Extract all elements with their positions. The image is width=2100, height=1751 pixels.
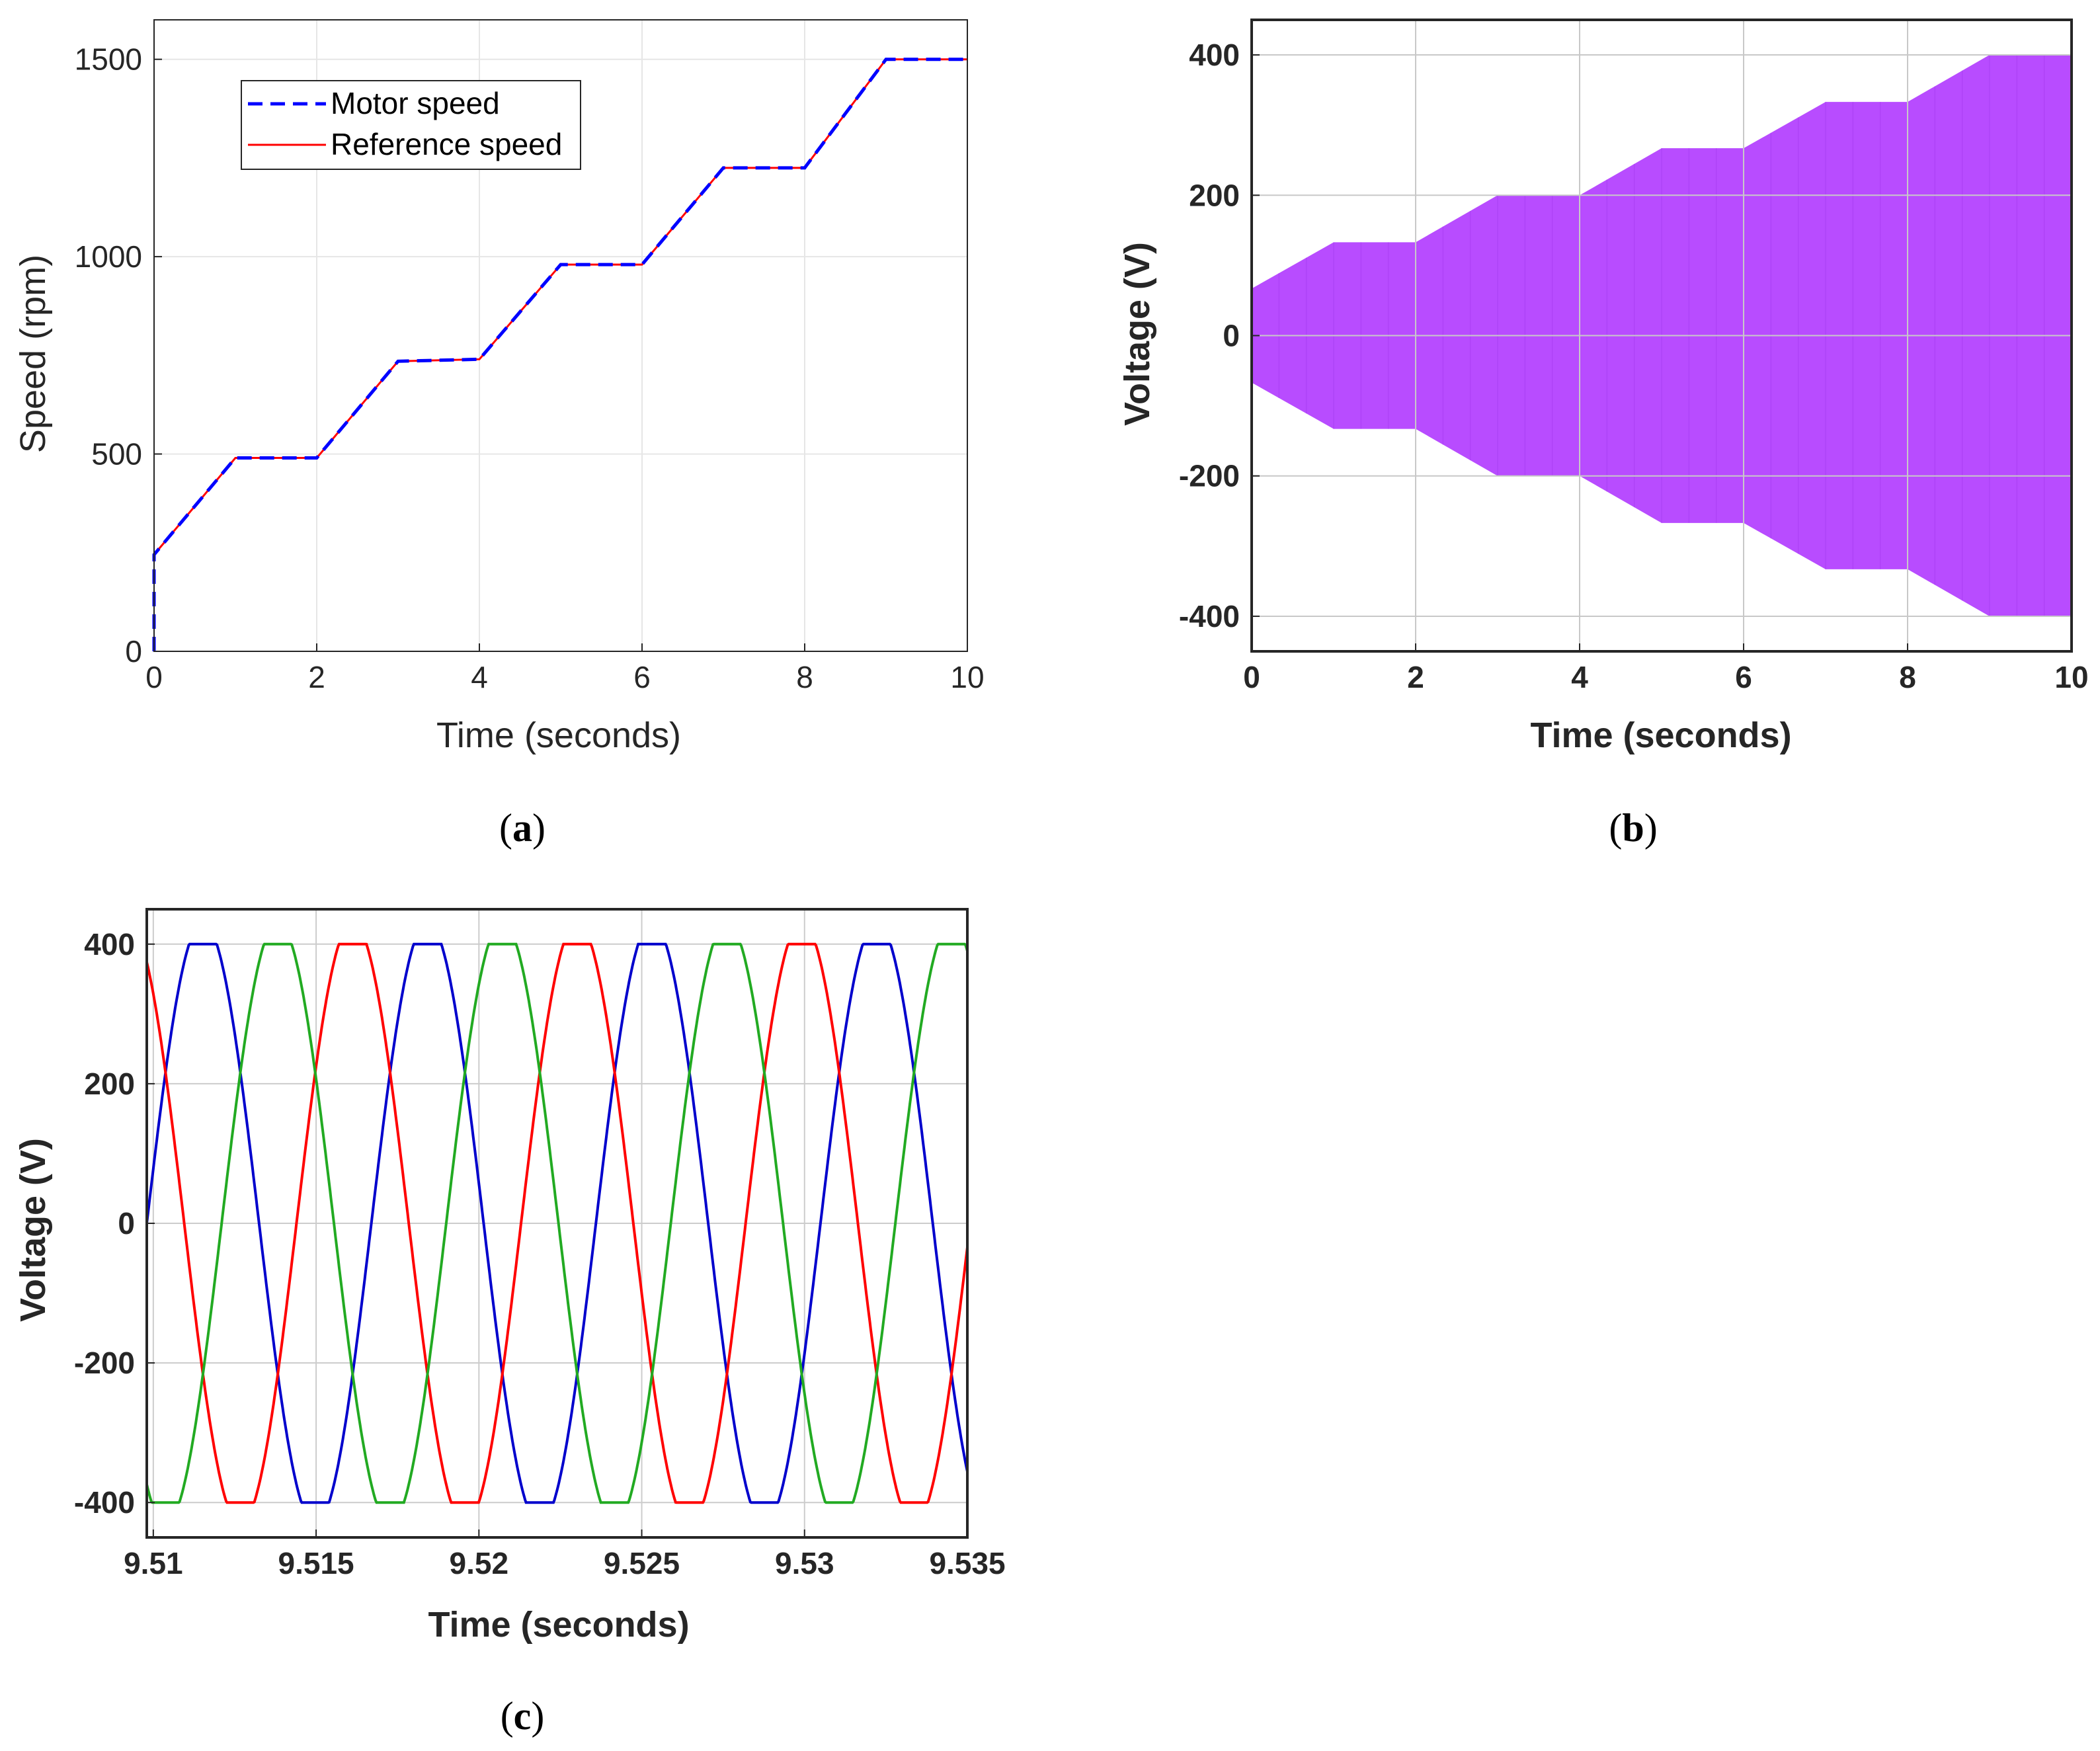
y-tick-label: -400 [1179, 599, 1240, 633]
y-tick-label: 400 [84, 927, 135, 961]
panel-c: 9.51 9.515 9.52 9.525 9.53 9.535 -400 -200 0 200 4… [13, 908, 1006, 1738]
legend-box [241, 80, 581, 170]
panel-b-xlabel: Time (seconds) [1530, 715, 1791, 755]
x-tick-label: 0 [145, 660, 163, 694]
y-tick-label: -200 [1179, 459, 1240, 493]
x-tick-label: 9.51 [124, 1546, 183, 1580]
x-tick-label: 10 [2054, 660, 2088, 694]
x-tick-label: 4 [471, 660, 488, 694]
legend-reference-speed-label: Reference speed [331, 127, 562, 161]
panel-a-caption-letter: a [512, 806, 532, 850]
panel-b-caption-letter: b [1622, 806, 1644, 850]
panel-b-caption: (b) [1609, 806, 1657, 850]
phase-c-line [145, 942, 969, 1504]
x-tick-label: 10 [950, 660, 984, 694]
panel-b-ticks: 0 2 4 6 8 10 -400 -200 0 200 400 [1179, 38, 2089, 694]
y-tick-label: 200 [1189, 178, 1240, 212]
panel-c-series [145, 942, 969, 1504]
y-tick-label: 200 [84, 1067, 135, 1101]
x-tick-label: 2 [1407, 660, 1424, 694]
phase-a-line [145, 942, 969, 1504]
x-tick-label: 9.52 [450, 1546, 509, 1580]
panel-a: 0 2 4 6 8 10 0 500 1000 1500 Time (seconds) Speed… [13, 19, 985, 850]
panel-c-ticks: 9.51 9.515 9.52 9.525 9.53 9.535 -400 -200 0 200 4… [74, 927, 1006, 1580]
motor-speed-line [152, 58, 967, 651]
y-tick-label: 0 [1223, 319, 1240, 353]
panel-c-caption: (c) [501, 1694, 545, 1738]
x-tick-label: 9.525 [604, 1546, 680, 1580]
x-tick-label: 6 [1735, 660, 1752, 694]
legend-motor-speed-label: Motor speed [331, 86, 500, 120]
panel-a-ylabel: Speed (rpm) [13, 255, 53, 453]
panel-b-ylabel: Voltage (V) [1117, 242, 1157, 426]
x-tick-label: 9.53 [775, 1546, 834, 1580]
x-tick-label: 6 [633, 660, 651, 694]
y-tick-label: 1000 [75, 239, 142, 274]
x-tick-label: 8 [1899, 660, 1916, 694]
y-tick-label: -200 [74, 1346, 135, 1380]
y-tick-label: 0 [125, 634, 142, 669]
x-tick-label: 0 [1243, 660, 1260, 694]
panel-c-xlabel: Time (seconds) [428, 1605, 689, 1645]
panel-a-ticks: 0 2 4 6 8 10 0 500 1000 1500 [75, 42, 985, 694]
panel-a-caption: (a) [499, 806, 545, 850]
y-tick-label: 400 [1189, 38, 1240, 72]
x-tick-label: 4 [1571, 660, 1588, 694]
panel-b: 0 2 4 6 8 10 -400 -200 0 200 400 Time (seconds) Vo… [1117, 19, 2089, 850]
panel-c-ylabel: Voltage (V) [13, 1138, 53, 1322]
y-tick-label: 500 [91, 437, 142, 471]
y-tick-label: 1500 [75, 42, 142, 77]
y-tick-label: -400 [74, 1485, 135, 1520]
x-tick-label: 9.515 [278, 1546, 354, 1580]
panel-c-grid [147, 909, 968, 1537]
panel-c-caption-letter: c [514, 1694, 532, 1738]
panel-a-xlabel: Time (seconds) [436, 715, 681, 755]
x-tick-label: 2 [308, 660, 325, 694]
y-tick-label: 0 [118, 1206, 135, 1241]
panel-a-series [152, 58, 967, 651]
x-tick-label: 8 [796, 660, 813, 694]
panel-a-frame [153, 19, 968, 652]
x-tick-label: 9.535 [929, 1546, 1005, 1580]
panel-a-legend: Motor speed Reference speed [241, 80, 581, 170]
phase-b-line [145, 942, 969, 1504]
